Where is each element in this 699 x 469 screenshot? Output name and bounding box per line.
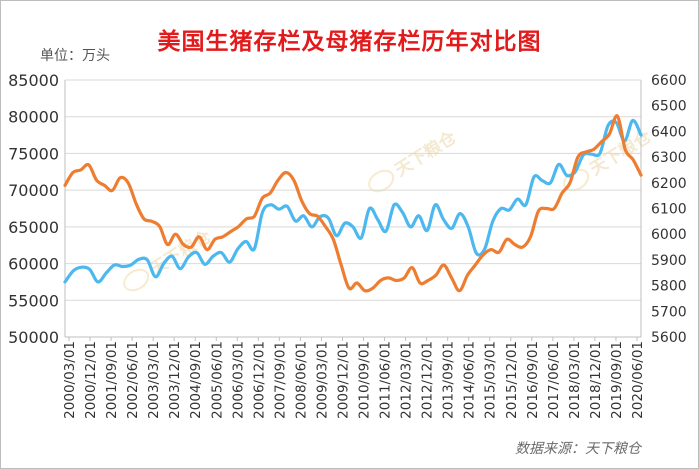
- y-right-tick-label: 6400: [651, 124, 687, 140]
- y-left-tick-label: 80000: [8, 108, 59, 127]
- y-left-tick-label: 60000: [8, 255, 59, 274]
- x-tick-label: 2005/06/01: [209, 341, 225, 419]
- axes: 50000 55000 60000 65000 70000 75000 80000 85000…: [8, 71, 687, 419]
- x-tick-label: 2013/09/01: [441, 341, 457, 419]
- x-tick-label: 2010/09/01: [357, 341, 373, 419]
- chart-title: 美国生猪存栏及母猪存栏历年对比图: [157, 29, 542, 55]
- x-tick-label: 2006/03/01: [230, 341, 246, 419]
- y-left-tick-label: 75000: [8, 144, 59, 163]
- y-right-tick-label: 5700: [651, 304, 687, 320]
- x-tick-label: 2019/09/01: [609, 341, 625, 419]
- y-right-tick-label: 5900: [651, 253, 687, 269]
- y-right-tick-label: 6500: [651, 99, 687, 115]
- x-tick-label: 2016/09/01: [525, 341, 541, 419]
- watermark-ring: [368, 169, 395, 193]
- x-tick-label: 2007/09/01: [272, 341, 288, 419]
- series-lines: [63, 114, 643, 293]
- x-tick-label: 2018/03/01: [567, 341, 583, 419]
- y-left-tick-label: 65000: [8, 218, 59, 237]
- unit-label: 单位：万头: [40, 48, 110, 64]
- x-tick-label: 2009/12/01: [335, 341, 351, 419]
- y-right-tick-label: 6600: [651, 73, 687, 89]
- x-tick-label: 2017/06/01: [546, 341, 562, 419]
- x-tick-label: 2018/12/01: [588, 341, 604, 419]
- x-tick-label: 2020/06/01: [630, 341, 646, 419]
- x-tick-label: 2002/06/01: [125, 341, 141, 419]
- y-right-tick-label: 6200: [651, 176, 687, 192]
- watermark-ring: [123, 268, 150, 292]
- x-tick-label: 2000/03/01: [62, 341, 78, 419]
- x-tick-label: 2008/06/01: [293, 341, 309, 419]
- watermark-logo: 天下粮仓: [368, 126, 461, 193]
- watermark-text: 天下粮仓: [146, 225, 216, 279]
- series-line-hog: [63, 118, 643, 284]
- series-line-sow: [63, 114, 643, 293]
- x-tick-label: 2001/09/01: [104, 341, 120, 419]
- y-left-tick-label: 50000: [8, 328, 59, 347]
- x-tick-label: 2003/12/01: [167, 341, 183, 419]
- x-tick-label: 2004/09/01: [188, 341, 204, 419]
- y-left-tick-label: 70000: [8, 181, 59, 200]
- x-tick-label: 2012/03/01: [399, 341, 415, 419]
- y-right-tick-label: 5600: [651, 330, 687, 346]
- y-right-tick-label: 6000: [651, 227, 687, 243]
- x-tick-label: 2015/03/01: [483, 341, 499, 419]
- x-tick-label: 2006/12/01: [251, 341, 267, 419]
- y-left-tick-label: 85000: [8, 71, 59, 90]
- x-tick-label: 2003/03/01: [146, 341, 162, 419]
- y-right-tick-label: 6100: [651, 202, 687, 218]
- y-right-tick-label: 6300: [651, 150, 687, 166]
- x-tick-label: 2009/03/01: [314, 341, 330, 419]
- x-tick-label: 2015/12/01: [504, 341, 520, 419]
- x-tick-label: 2000/12/01: [83, 341, 99, 419]
- x-tick-label: 2011/06/01: [378, 341, 394, 419]
- y-right-tick-label: 5800: [651, 279, 687, 295]
- y-left-tick-label: 55000: [8, 291, 59, 310]
- source-label: 数据来源：天下粮仓: [515, 441, 641, 457]
- x-tick-label: 2012/12/01: [420, 341, 436, 419]
- x-tick-label: 2014/06/01: [462, 341, 478, 419]
